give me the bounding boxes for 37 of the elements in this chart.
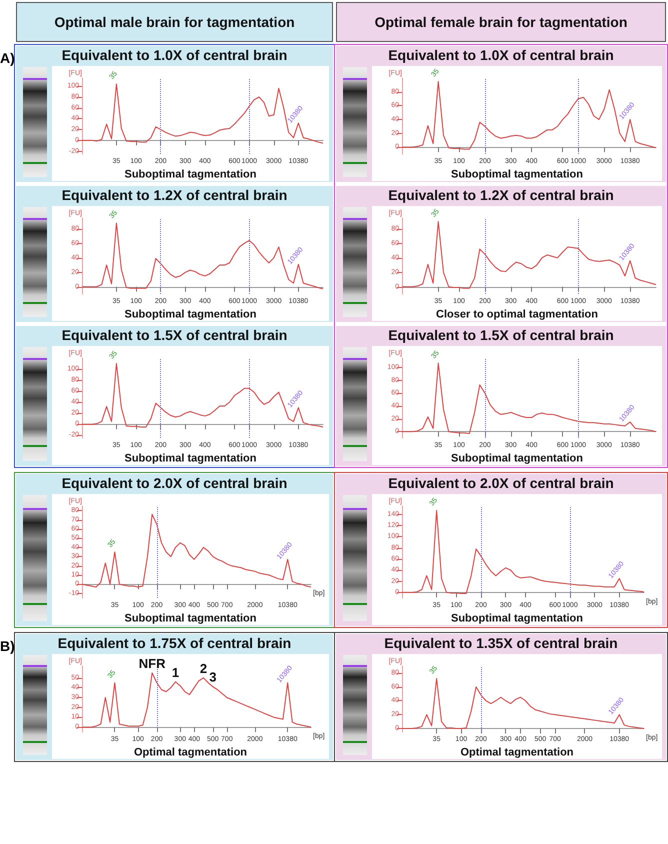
- chart-title: Equivalent to 1.0X of central brain: [60, 47, 288, 65]
- line-series: [402, 362, 656, 434]
- text: Suboptimal tagmentation: [451, 168, 584, 180]
- text: Optimal tagmentation: [460, 746, 574, 758]
- chart-title: Equivalent to 2.0X of central brain: [387, 475, 615, 493]
- chart-subtitle: Optimal male brain for tagmentation: [16, 2, 333, 42]
- annotation: NFR: [138, 656, 166, 671]
- chart-title: Equivalent to 1.0X of central brain: [387, 47, 615, 65]
- chart-title: Equivalent to 1.5X of central brain: [387, 327, 615, 345]
- chart-title: Equivalent to 1.5X of central brain: [60, 327, 288, 345]
- chart-title: Equivalent to 1.35X of central brain: [383, 635, 619, 653]
- chart-title: Equivalent to 1.2X of central brain: [387, 187, 615, 205]
- text: Suboptimal tagmentation: [124, 308, 257, 320]
- chart-subtitle: Optimal female brain for tagmentation: [336, 2, 666, 42]
- line-series: [82, 363, 324, 428]
- line-series: [402, 678, 644, 730]
- line-series: [402, 80, 656, 150]
- text: Suboptimal tagmentation: [124, 168, 257, 180]
- line-series: [82, 222, 324, 290]
- annotation: 1: [172, 664, 180, 680]
- text: B): [0, 638, 16, 656]
- text: Suboptimal tagmentation: [451, 612, 584, 624]
- chart-title: Equivalent to 1.75X of central brain: [56, 635, 292, 653]
- text: A): [0, 50, 16, 68]
- line-series: [402, 221, 656, 289]
- chart-title: Equivalent to 2.0X of central brain: [60, 475, 288, 493]
- annotation: 3: [209, 670, 216, 685]
- line-series: [82, 83, 324, 144]
- text: Optimal tagmentation: [134, 746, 248, 758]
- line-series: [82, 514, 312, 588]
- text: Suboptimal tagmentation: [124, 452, 257, 464]
- text: Suboptimal tagmentation: [451, 452, 584, 464]
- line-series: [402, 510, 644, 594]
- annotation: 2: [200, 660, 208, 676]
- text: Suboptimal tagmentation: [124, 612, 257, 624]
- text: Closer to optimal tagmentation: [436, 308, 598, 320]
- chart-title: Equivalent to 1.2X of central brain: [60, 187, 288, 205]
